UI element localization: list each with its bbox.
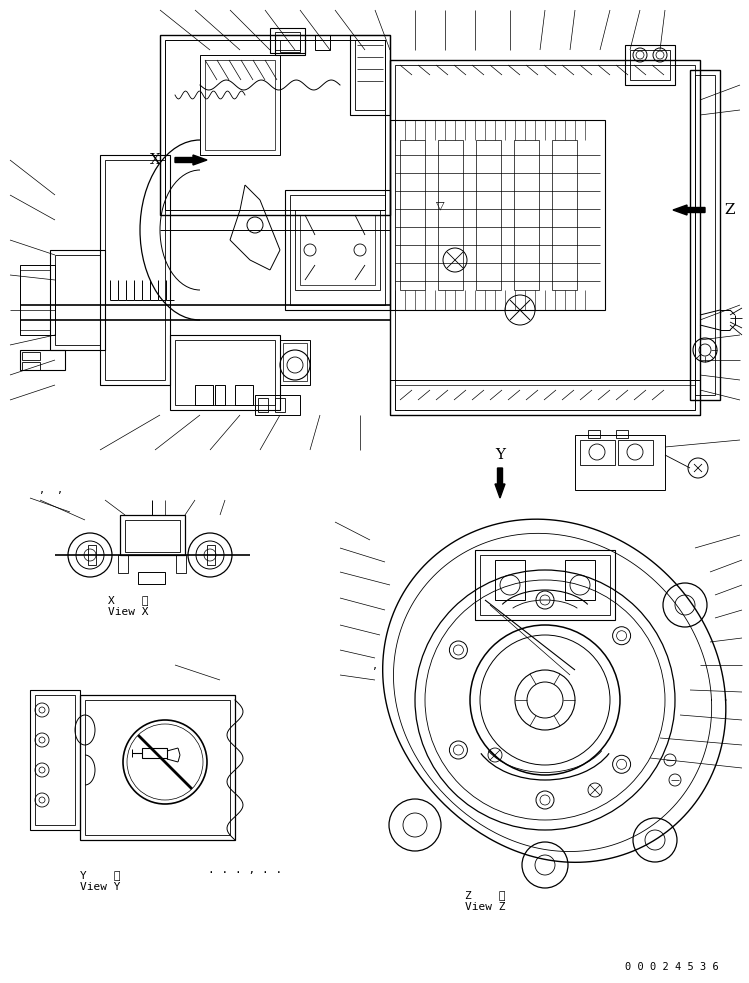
Bar: [170, 335, 280, 410]
Text: Y    視: Y 視: [79, 870, 121, 880]
Bar: [690, 70, 720, 400]
Bar: [88, 545, 96, 565]
Bar: [575, 435, 665, 490]
Bar: [125, 520, 180, 552]
Text: ▽: ▽: [436, 200, 444, 210]
Bar: [625, 45, 675, 85]
Bar: [275, 32, 300, 50]
Bar: [207, 545, 215, 565]
Bar: [285, 190, 390, 310]
Bar: [258, 398, 268, 412]
Bar: [390, 120, 605, 310]
Bar: [616, 430, 628, 438]
Bar: [495, 560, 525, 600]
Bar: [50, 250, 105, 350]
Bar: [275, 35, 305, 55]
Bar: [295, 210, 380, 290]
Bar: [30, 690, 80, 830]
Bar: [235, 385, 253, 405]
Bar: [300, 215, 375, 285]
Bar: [618, 440, 653, 465]
FancyArrow shape: [495, 468, 505, 498]
Bar: [588, 430, 600, 438]
Bar: [176, 555, 186, 573]
Bar: [552, 140, 577, 290]
Bar: [283, 343, 307, 381]
Bar: [630, 50, 670, 80]
Bar: [280, 340, 310, 385]
Text: 0 0 0 2 4 5 3 6: 0 0 0 2 4 5 3 6: [625, 962, 719, 972]
Bar: [80, 695, 235, 840]
Bar: [275, 398, 285, 412]
Bar: [160, 35, 390, 215]
Bar: [255, 395, 300, 415]
Bar: [480, 555, 610, 615]
Bar: [476, 140, 501, 290]
Bar: [390, 60, 700, 415]
Bar: [142, 748, 167, 758]
FancyArrow shape: [175, 155, 207, 165]
Bar: [22, 352, 40, 360]
Bar: [290, 195, 385, 305]
Bar: [390, 380, 700, 415]
Bar: [138, 572, 165, 584]
Bar: [695, 75, 715, 395]
Text: Z: Z: [725, 203, 736, 217]
Bar: [350, 35, 390, 115]
Bar: [315, 35, 330, 50]
Bar: [355, 40, 385, 110]
Text: View Y: View Y: [79, 882, 121, 892]
FancyArrow shape: [673, 205, 705, 215]
Bar: [395, 65, 695, 410]
Bar: [200, 55, 280, 155]
Text: ,: ,: [58, 484, 62, 496]
Text: Y: Y: [495, 448, 505, 462]
Bar: [20, 265, 55, 335]
Bar: [215, 385, 225, 405]
Bar: [118, 555, 128, 573]
Text: X    視: X 視: [108, 595, 148, 605]
Bar: [514, 140, 539, 290]
Text: View X: View X: [108, 607, 148, 617]
Bar: [280, 40, 300, 52]
Bar: [20, 270, 50, 330]
Bar: [438, 140, 463, 290]
Bar: [55, 255, 100, 345]
Text: Z    視: Z 視: [464, 890, 506, 900]
Bar: [165, 40, 385, 210]
Text: View Z: View Z: [464, 902, 506, 912]
Bar: [205, 60, 275, 150]
Bar: [395, 385, 695, 410]
Bar: [475, 550, 615, 620]
Text: ,: ,: [40, 484, 44, 496]
Bar: [580, 440, 615, 465]
Bar: [175, 340, 275, 405]
Text: ,: ,: [373, 659, 377, 671]
Bar: [35, 695, 75, 825]
Text: X: X: [150, 153, 160, 167]
Text: . . . , . .: . . . , . .: [208, 865, 282, 875]
Bar: [270, 28, 305, 53]
Bar: [400, 140, 425, 290]
Bar: [22, 362, 40, 370]
Bar: [565, 560, 595, 600]
Bar: [85, 700, 230, 835]
Bar: [105, 160, 165, 380]
Bar: [195, 385, 213, 405]
Bar: [100, 155, 170, 385]
Bar: [120, 515, 185, 555]
Bar: [20, 350, 65, 370]
